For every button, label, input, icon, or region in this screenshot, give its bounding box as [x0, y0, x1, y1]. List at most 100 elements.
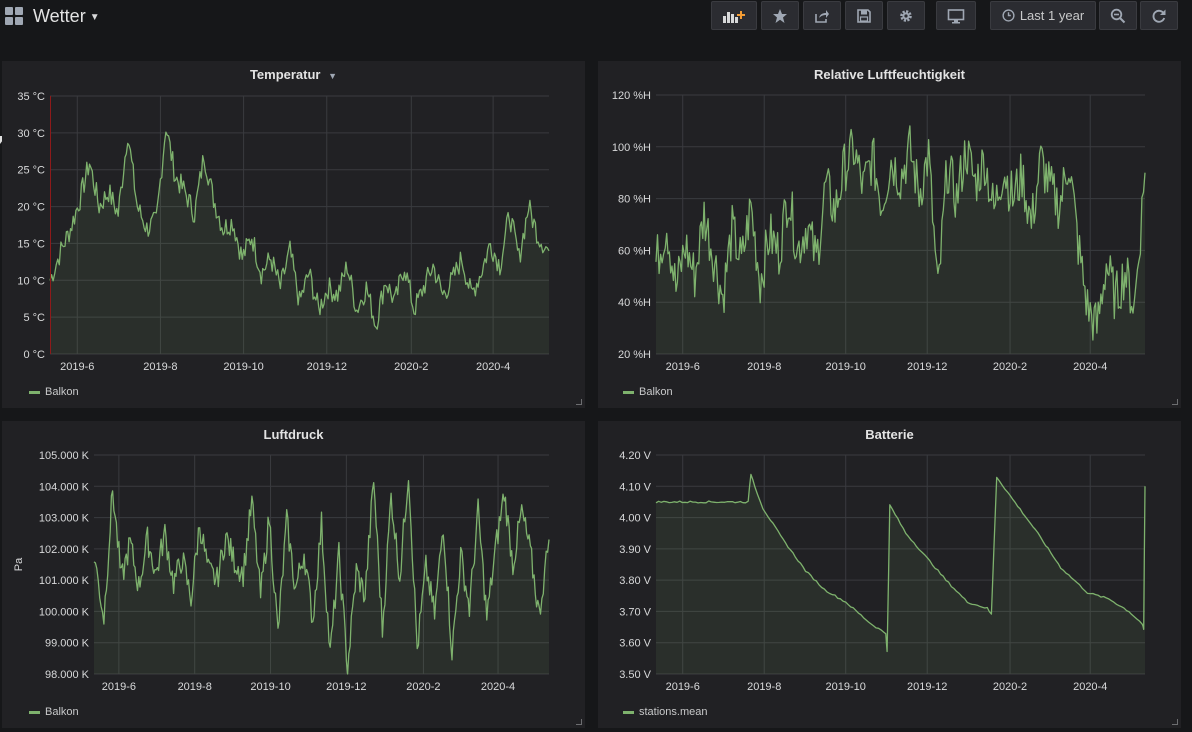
- x-tick-label: 2020-4: [1073, 361, 1107, 373]
- y-tick-label: 104.000 K: [39, 481, 90, 493]
- luftdruck-chart[interactable]: 98.000 K 99.000 K 100.000 K 101.000 K 102.00…: [2, 421, 585, 728]
- panel-resize-handle[interactable]: [1172, 399, 1178, 405]
- star-dashboard-button[interactable]: [761, 1, 799, 30]
- series-line: [655, 473, 1146, 653]
- zoom-out-icon: [1110, 8, 1126, 23]
- panel-temperatur: Temperatur ▼ 0 °C 5 °C 10 °C 15 °C 20 °C 25 °…: [2, 61, 585, 408]
- zoom-out-button[interactable]: [1099, 1, 1137, 30]
- y-tick-label: 103.000 K: [39, 513, 90, 525]
- y-tick-label: 3.90 V: [619, 544, 651, 556]
- y-tick-label: 15 °C: [17, 238, 45, 250]
- panel-resize-handle[interactable]: [576, 399, 582, 405]
- dashboard-title-text: Wetter: [33, 6, 86, 26]
- series-area: [94, 480, 549, 674]
- y-tick-label: 60 %H: [618, 245, 651, 257]
- panel-title-luftdruck[interactable]: Luftdruck: [2, 427, 585, 442]
- save-icon: [857, 8, 871, 23]
- clock-icon: [1002, 9, 1015, 22]
- legend-label: Balkon: [45, 706, 79, 718]
- refresh-icon: [1152, 9, 1166, 23]
- y-tick-label: 5 °C: [23, 312, 45, 324]
- legend-item[interactable]: stations.mean: [623, 706, 707, 718]
- legend-item[interactable]: Balkon: [623, 386, 673, 398]
- dashboard-title[interactable]: Wetter ▼: [33, 6, 100, 27]
- y-tick-label: 40 %H: [618, 297, 651, 309]
- y-tick-label: 120 %H: [612, 90, 651, 102]
- time-picker-button[interactable]: Last 1 year: [990, 1, 1096, 30]
- legend-swatch: [623, 710, 634, 714]
- x-tick-label: 2020-4: [1073, 681, 1107, 693]
- panel-title-text: Relative Luftfeuchtigkeit: [814, 67, 965, 82]
- caret-down-icon: ▼: [328, 71, 338, 81]
- x-tick-label: 2019-8: [747, 681, 781, 693]
- y-tick-label: 99.000 K: [45, 638, 90, 650]
- view-mode-button[interactable]: [936, 1, 976, 30]
- y-tick-label: 4.10 V: [619, 481, 651, 493]
- y-tick-label: 105.000 K: [39, 450, 90, 462]
- panel-title-luftfeuchtigkeit[interactable]: Relative Luftfeuchtigkeit: [598, 67, 1181, 82]
- dashboard-grid-icon[interactable]: [5, 7, 24, 26]
- x-tick-label: 2019-12: [907, 361, 947, 373]
- y-tick-label: 100.000 K: [39, 606, 90, 618]
- x-tick-label: 2019-10: [223, 361, 263, 373]
- y-axis-label: Pa: [13, 557, 25, 571]
- x-tick-label: 2019-6: [102, 681, 136, 693]
- x-tick-label: 2020-4: [476, 361, 510, 373]
- y-tick-label: 10 °C: [17, 275, 45, 287]
- add-panel-button[interactable]: [711, 1, 757, 30]
- legend-label: Balkon: [45, 386, 79, 398]
- x-tick-label: 2020-2: [406, 681, 440, 693]
- x-tick-label: 2020-4: [481, 681, 515, 693]
- x-tick-label: 2019-8: [143, 361, 177, 373]
- gear-icon: [900, 9, 912, 22]
- y-tick-label: 100 %H: [612, 142, 651, 154]
- share-icon: [815, 9, 829, 23]
- y-tick-label: 25 °C: [17, 165, 45, 177]
- panel-title-temperatur[interactable]: Temperatur ▼: [2, 67, 585, 82]
- y-tick-label: 0 °C: [23, 349, 45, 361]
- y-tick-label: 98.000 K: [45, 669, 90, 681]
- series-area: [50, 132, 549, 354]
- x-tick-label: 2019-12: [907, 681, 947, 693]
- y-tick-label: 3.80 V: [619, 575, 651, 587]
- series-line: [655, 125, 1146, 341]
- add-panel-icon: [723, 10, 745, 23]
- x-tick-label: 2019-12: [307, 361, 347, 373]
- panel-resize-handle[interactable]: [576, 719, 582, 725]
- legend-swatch: [29, 390, 40, 394]
- x-tick-label: 2020-2: [993, 361, 1027, 373]
- x-tick-label: 2019-12: [326, 681, 366, 693]
- x-tick-label: 2019-6: [60, 361, 94, 373]
- settings-button[interactable]: [887, 1, 925, 30]
- series-line: [93, 480, 550, 675]
- x-tick-label: 2019-6: [666, 681, 700, 693]
- panel-title-batterie[interactable]: Batterie: [598, 427, 1181, 442]
- series-area: [656, 474, 1145, 674]
- panel-luftfeuchtigkeit: Relative Luftfeuchtigkeit 20 %H 40 %H 60 %…: [598, 61, 1181, 408]
- batterie-chart[interactable]: 3.50 V 3.60 V 3.70 V 3.80 V 3.90 V 4.00 V 4.10…: [598, 421, 1181, 728]
- legend-item[interactable]: Balkon: [29, 386, 79, 398]
- share-dashboard-button[interactable]: [803, 1, 841, 30]
- legend-swatch: [623, 390, 634, 394]
- x-tick-label: 2019-8: [178, 681, 212, 693]
- legend-label: stations.mean: [639, 706, 708, 718]
- panel-resize-handle[interactable]: [1172, 719, 1178, 725]
- y-tick-label: 101.000 K: [39, 575, 90, 587]
- y-tick-label: 102.000 K: [39, 544, 90, 556]
- temperatur-chart[interactable]: 0 °C 5 °C 10 °C 15 °C 20 °C 25 °C 30 °C 35 °C 20…: [2, 61, 585, 408]
- save-dashboard-button[interactable]: [845, 1, 883, 30]
- y-tick-label: 80 %H: [618, 194, 651, 206]
- y-tick-label: 35 °C: [17, 91, 45, 103]
- y-tick-label: 20 °C: [17, 202, 45, 214]
- series-line: [49, 131, 550, 330]
- monitor-icon: [947, 8, 965, 23]
- panel-batterie: Batterie 3.50 V 3.60 V 3.70 V 3.80 V 3.90 V 4…: [598, 421, 1181, 728]
- legend-item[interactable]: Balkon: [29, 706, 79, 718]
- x-tick-label: 2019-10: [826, 681, 866, 693]
- y-tick-label: 4.20 V: [619, 450, 651, 462]
- luftfeuchtigkeit-chart[interactable]: 20 %H 40 %H 60 %H 80 %H 100 %H 120 %H 2019-6 20…: [598, 61, 1181, 408]
- x-tick-label: 2019-10: [250, 681, 290, 693]
- dashboard-navbar: Wetter ▼: [0, 0, 1192, 34]
- y-tick-label: 3.70 V: [619, 606, 651, 618]
- refresh-button[interactable]: [1140, 1, 1178, 30]
